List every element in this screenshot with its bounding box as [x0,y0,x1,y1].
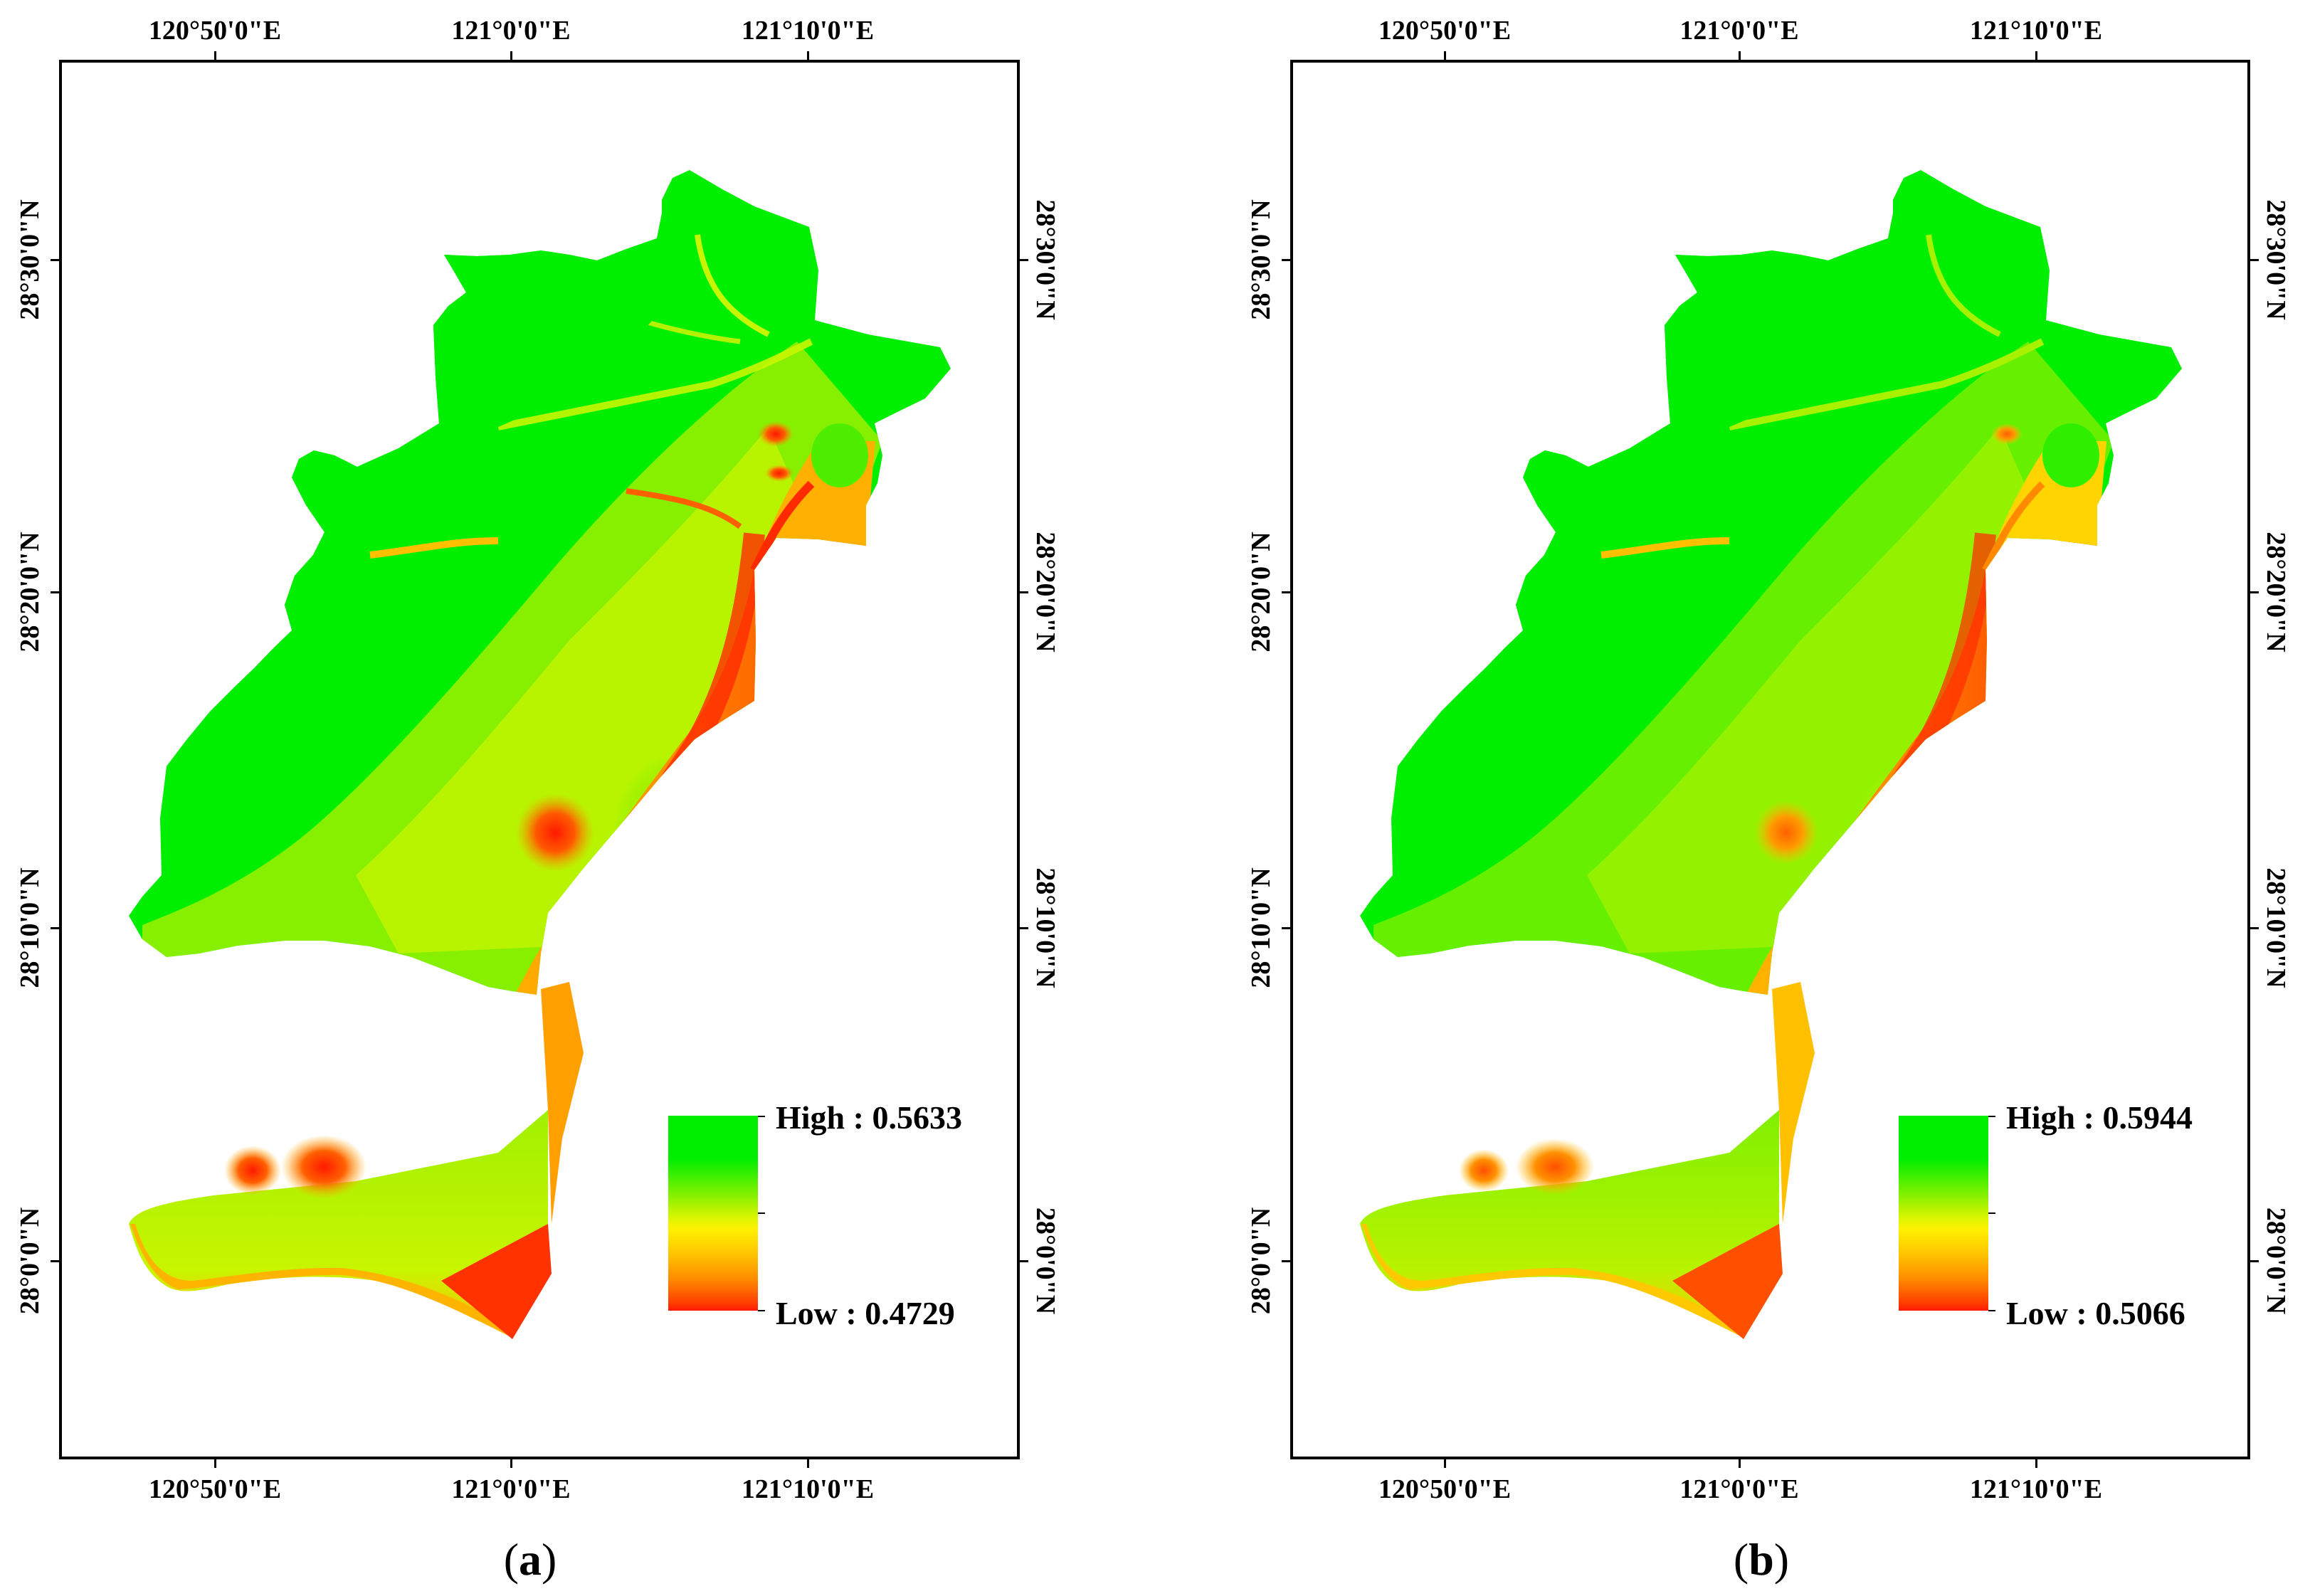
color-ramp-legend-a [668,1116,758,1311]
tick-top-1 [1444,51,1446,60]
choropleth-map-b [1360,170,2182,995]
lat-label-right-2: 28°20'0"N [2261,532,2291,652]
south-land-b [1360,982,1815,1339]
lon-label-top-1: 120°50'0"E [148,16,282,46]
legend-tick-low [1988,1310,1995,1311]
south-land-a [129,982,584,1339]
tick-bottom-2 [1739,1459,1741,1468]
lat-label-right-4: 28°0'0"N [1030,1207,1060,1315]
tick-left-1 [1282,259,1290,261]
tick-top-3 [2035,51,2037,60]
lat-label-left-3: 28°10'0"N [1246,867,1276,988]
legend-tick-high [1988,1116,1995,1117]
legend-high-label: High : 0.5633 [776,1099,962,1136]
tick-bottom-1 [214,1459,216,1468]
lon-label-bottom-3: 121°10'0"E [741,1474,875,1504]
lat-label-right-4: 28°0'0"N [2261,1207,2291,1315]
tick-left-3 [1282,927,1290,929]
tick-left-1 [51,259,59,261]
lat-label-right-3: 28°10'0"N [2261,867,2291,988]
tick-bottom-1 [1444,1459,1446,1468]
tick-right-2 [2250,591,2259,593]
tick-left-2 [51,591,59,593]
lat-label-right-2: 28°20'0"N [1030,532,1060,652]
panel-caption-b: (b) [1733,1534,1790,1585]
tick-top-3 [807,51,809,60]
lon-label-bottom-2: 121°0'0"E [1679,1474,1799,1504]
lat-label-left-1: 28°30'0"N [15,199,45,320]
caption-letter: a [519,1534,542,1585]
tick-top-2 [510,51,512,60]
lat-label-right-1: 28°30'0"N [1030,199,1060,320]
tick-right-1 [2250,259,2259,261]
lat-label-left-4: 28°0'0"N [1246,1207,1276,1315]
lon-label-top-2: 121°0'0"E [451,16,571,46]
lon-label-top-3: 121°10'0"E [741,16,875,46]
tick-bottom-2 [510,1459,512,1468]
choropleth-map-a [129,170,951,995]
panel-caption-a: (a) [503,1534,557,1585]
legend-high-label: High : 0.5944 [2006,1099,2193,1136]
color-ramp-legend-b [1899,1116,1988,1311]
tick-top-1 [214,51,216,60]
panel-a: 120°50'0"E 121°0'0"E 121°10'0"E 120°50'0… [15,16,1060,1585]
tick-bottom-3 [2035,1459,2037,1468]
legend-tick-high [758,1116,765,1117]
lat-label-left-3: 28°10'0"N [15,867,45,988]
lon-label-bottom-1: 120°50'0"E [1378,1474,1512,1504]
lon-label-bottom-1: 120°50'0"E [148,1474,282,1504]
tick-right-4 [2250,1260,2259,1262]
lon-label-top-1: 120°50'0"E [1378,16,1512,46]
tick-bottom-3 [807,1459,809,1468]
lat-label-left-1: 28°30'0"N [1246,199,1276,320]
tick-right-1 [1020,259,1028,261]
legend-low-label: Low : 0.4729 [776,1295,955,1331]
lon-label-bottom-3: 121°10'0"E [1969,1474,2103,1504]
lat-label-left-4: 28°0'0"N [15,1207,45,1315]
tick-top-2 [1739,51,1741,60]
tick-left-4 [1282,1260,1290,1262]
lon-label-top-2: 121°0'0"E [1679,16,1799,46]
tick-left-4 [51,1260,59,1262]
lat-label-left-2: 28°20'0"N [1246,532,1276,652]
caption-letter: b [1749,1534,1774,1585]
tick-right-2 [1020,591,1028,593]
panel-b: 120°50'0"E 121°0'0"E 121°10'0"E 120°50'0… [1231,0,2310,1596]
lat-label-right-3: 28°10'0"N [1030,867,1060,988]
lon-label-top-3: 121°10'0"E [1969,16,2103,46]
lat-label-right-1: 28°30'0"N [2261,199,2291,320]
lon-label-bottom-2: 121°0'0"E [451,1474,571,1504]
legend-low-label: Low : 0.5066 [2006,1295,2185,1331]
legend-tick-mid [758,1212,765,1214]
tick-right-3 [1020,927,1028,929]
tick-right-4 [1020,1260,1028,1262]
tick-left-2 [1282,591,1290,593]
legend-tick-low [758,1310,765,1311]
legend-tick-mid [1988,1212,1995,1214]
tick-right-3 [2250,927,2259,929]
tick-left-3 [51,927,59,929]
lat-label-left-2: 28°20'0"N [15,532,45,652]
